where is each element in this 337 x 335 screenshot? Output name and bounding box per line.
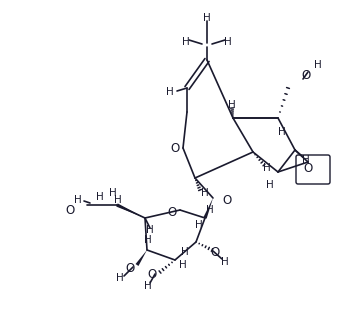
Text: H: H <box>114 195 122 205</box>
Text: O: O <box>65 203 74 216</box>
Text: H: H <box>302 155 310 165</box>
Text: H: H <box>166 87 174 97</box>
Text: O: O <box>222 194 232 206</box>
Text: O: O <box>301 68 311 81</box>
Text: H: H <box>224 37 232 47</box>
Text: H: H <box>228 100 236 110</box>
Polygon shape <box>203 198 213 219</box>
Text: O: O <box>167 205 177 218</box>
Polygon shape <box>135 250 147 266</box>
Text: H: H <box>109 188 117 198</box>
Text: H: H <box>263 163 271 173</box>
Text: O: O <box>171 141 180 154</box>
Text: O: O <box>125 262 134 274</box>
Text: H: H <box>179 260 187 270</box>
Text: H: H <box>144 281 152 291</box>
Text: O: O <box>147 268 157 281</box>
Text: H: H <box>181 247 189 257</box>
Text: H: H <box>221 257 229 267</box>
Text: H: H <box>96 192 104 202</box>
Text: O: O <box>210 246 220 259</box>
Text: H: H <box>203 13 211 23</box>
Text: H: H <box>74 195 82 205</box>
Text: H: H <box>266 180 274 190</box>
Text: H: H <box>146 225 154 235</box>
Text: H: H <box>182 37 190 47</box>
Text: H: H <box>201 188 209 198</box>
Text: H: H <box>116 273 124 283</box>
Text: H: H <box>144 235 152 245</box>
Text: H: H <box>195 220 203 230</box>
Text: H: H <box>278 127 286 137</box>
Text: H: H <box>314 60 322 70</box>
Text: H: H <box>206 205 214 215</box>
Text: O: O <box>303 161 313 175</box>
Polygon shape <box>116 203 145 218</box>
